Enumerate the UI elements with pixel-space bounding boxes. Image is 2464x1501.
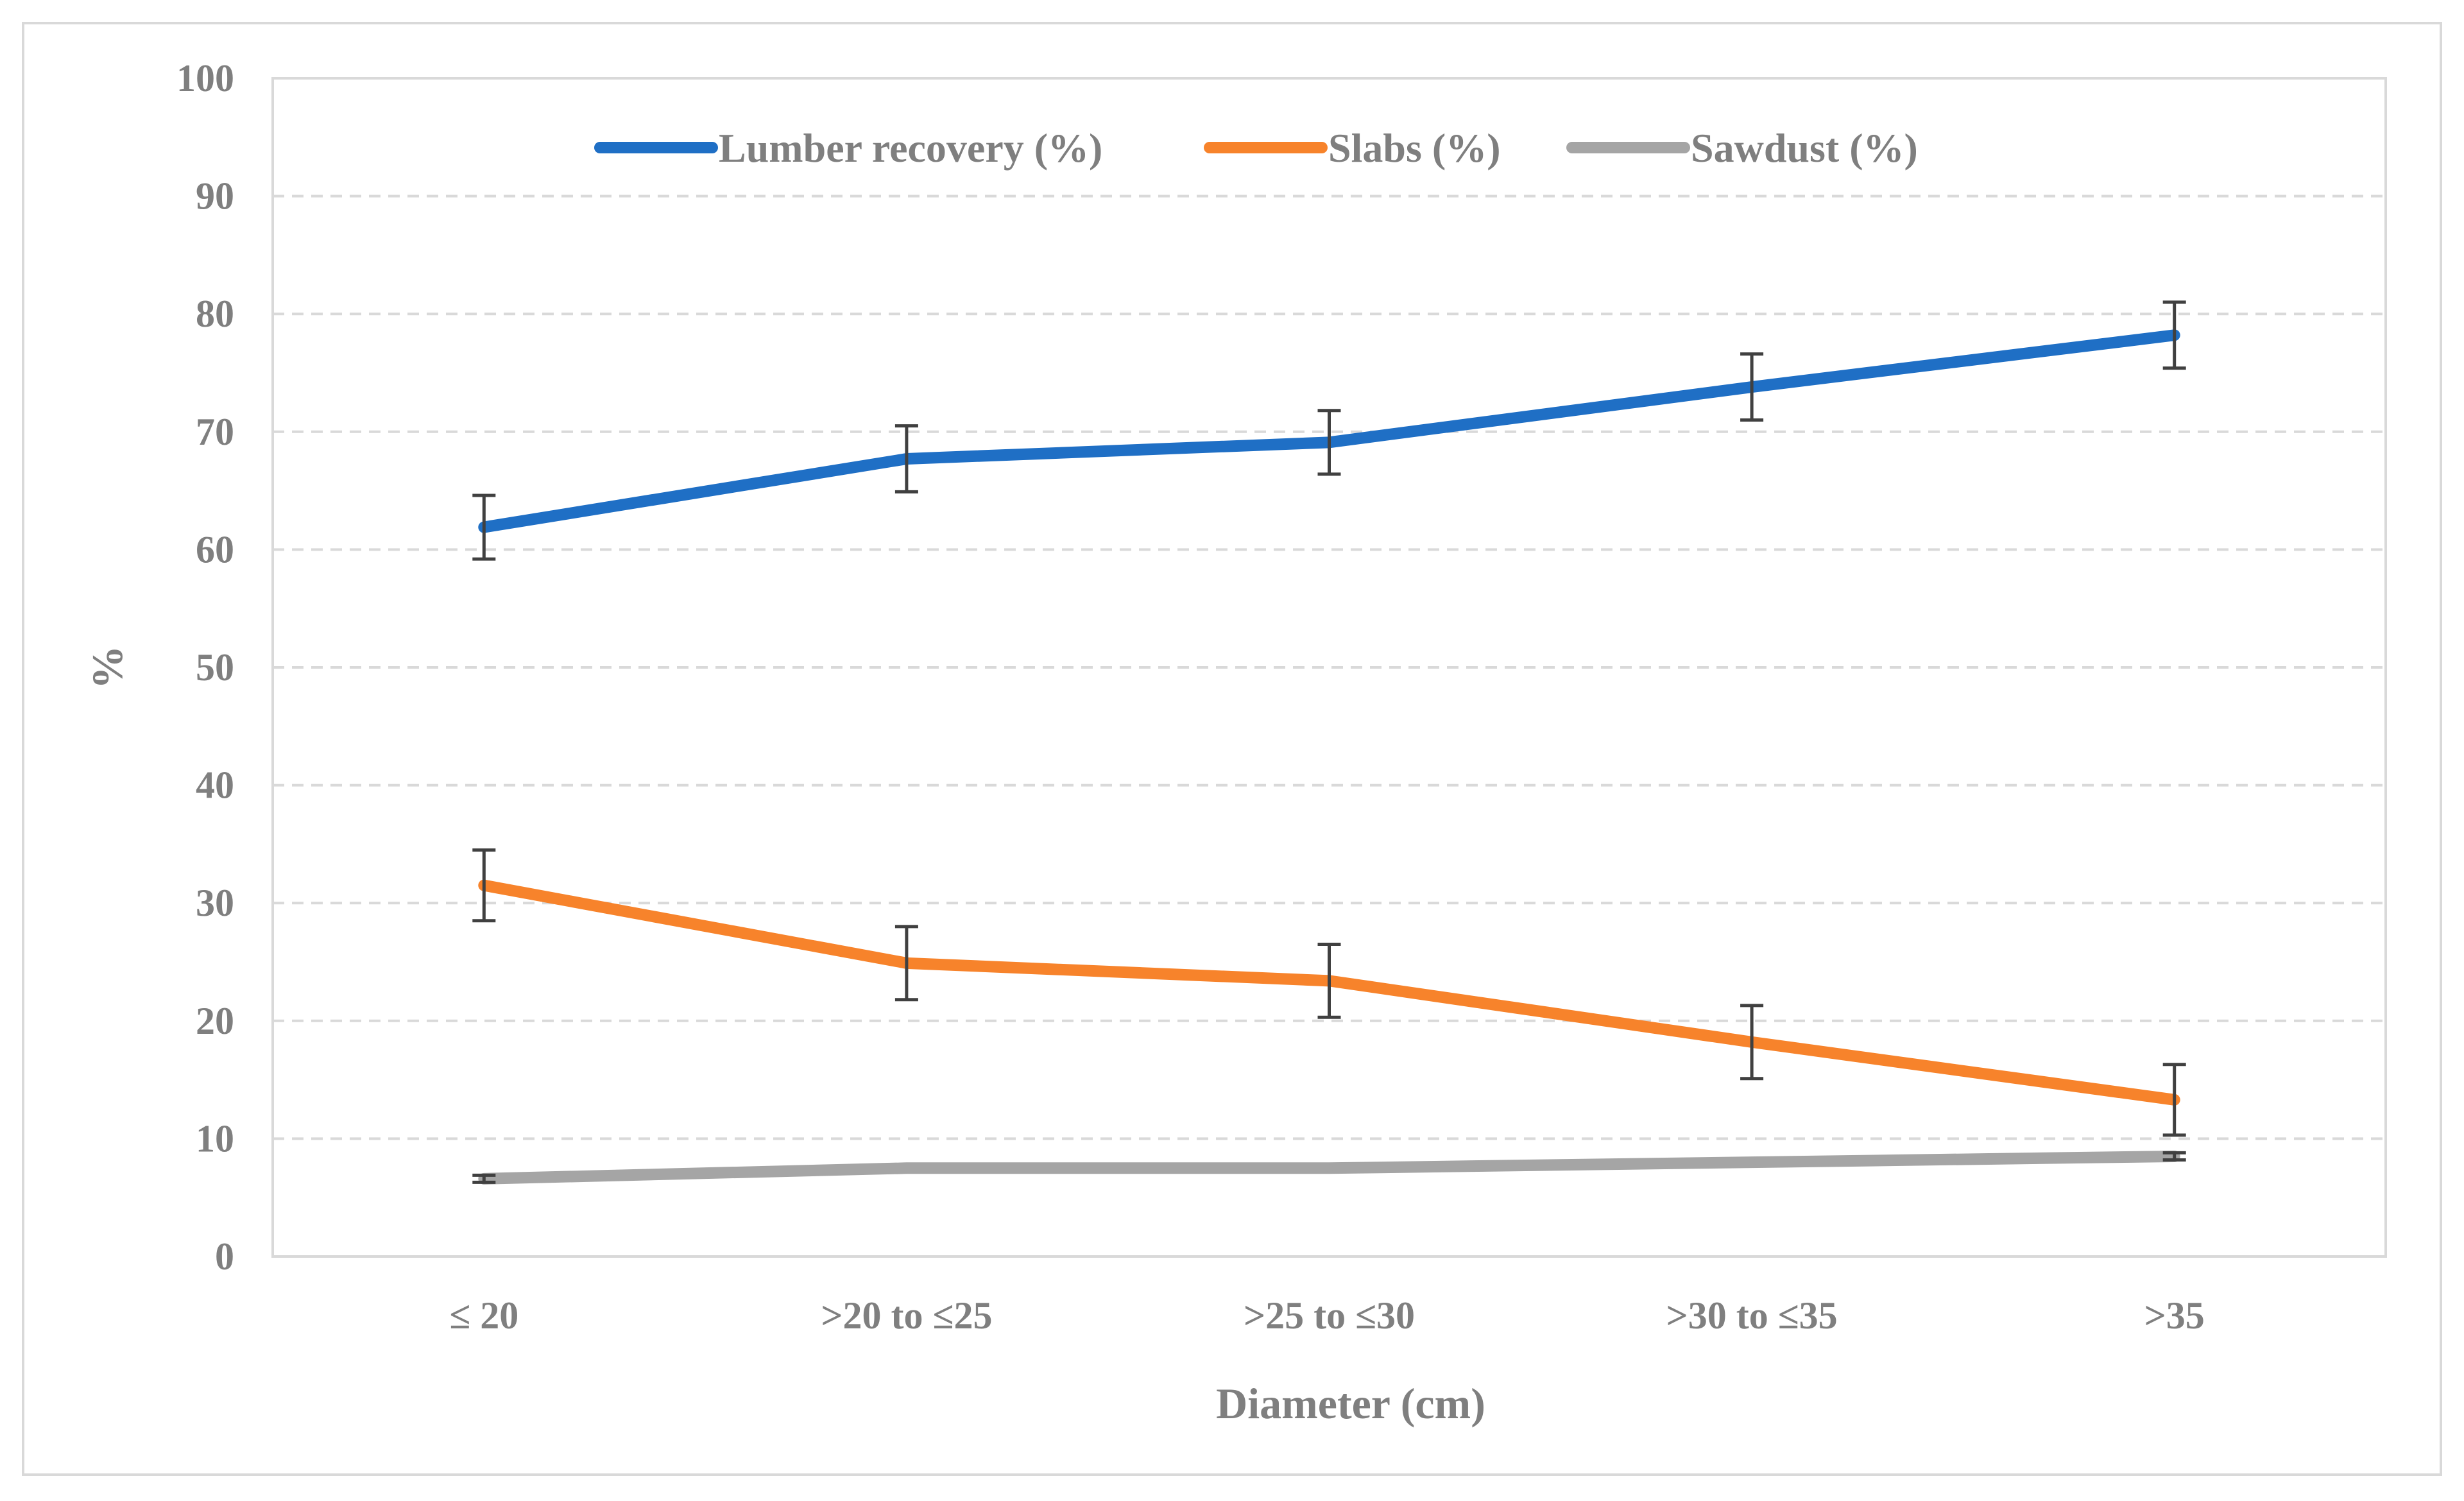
legend-label: Slabs (%) [1328, 125, 1501, 171]
x-tick-label: >20 to ≤25 [821, 1294, 992, 1337]
y-tick-label: 100 [176, 57, 234, 99]
y-tick-label: 60 [196, 528, 234, 570]
data-point [1748, 1158, 1756, 1167]
y-tick-label: 10 [196, 1117, 234, 1160]
y-tick-label: 20 [196, 1000, 234, 1042]
legend: Lumber recovery (%) Slabs (%) Sawdust (%) [594, 125, 1918, 171]
y-axis-label: % [83, 646, 132, 689]
y-tick-label: 90 [196, 175, 234, 218]
gridlines [273, 194, 2386, 1140]
x-axis-label: Diameter (cm) [1216, 1379, 1485, 1428]
data-point [902, 1164, 911, 1172]
x-tick-label: >35 [2144, 1294, 2205, 1337]
x-tick-label: >30 to ≤35 [1666, 1294, 1838, 1337]
error-bars [472, 300, 2186, 1184]
y-tick-label: 70 [196, 411, 234, 453]
x-tick-label: ≤ 20 [449, 1294, 518, 1337]
x-axis-ticks: ≤ 20 >20 to ≤25 >25 to ≤30 >30 to ≤35 >35 [449, 1294, 2204, 1337]
y-tick-label: 40 [196, 764, 234, 807]
legend-label: Lumber recovery (%) [719, 125, 1102, 171]
x-tick-label: >25 to ≤30 [1244, 1294, 1415, 1337]
chart-frame [22, 22, 2442, 1476]
y-tick-label: 0 [215, 1235, 234, 1278]
y-tick-label: 50 [196, 646, 234, 689]
data-point [1325, 1164, 1333, 1172]
legend-label: Sawdust (%) [1691, 125, 1918, 171]
y-tick-label: 30 [196, 882, 234, 924]
y-axis-ticks: 0 10 20 30 40 50 60 70 80 90 100 [176, 57, 234, 1278]
y-tick-label: 80 [196, 293, 234, 335]
plot-area-border [271, 77, 2387, 1258]
